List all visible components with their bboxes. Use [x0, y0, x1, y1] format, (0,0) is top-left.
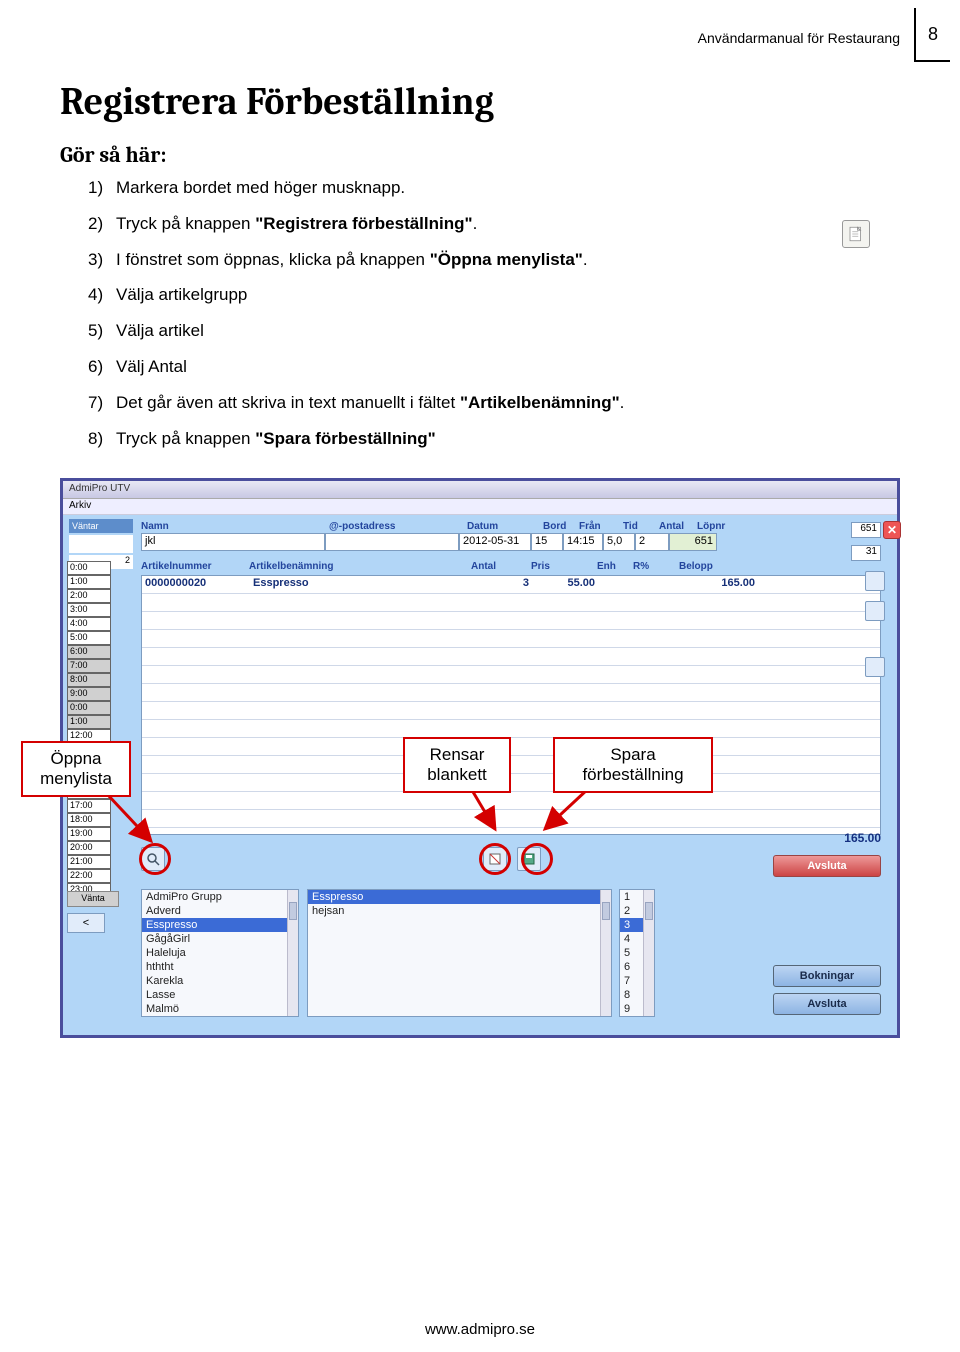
- list-item[interactable]: Lasse: [142, 988, 298, 1002]
- time-cell[interactable]: 2:00: [67, 589, 111, 603]
- step-item: 2)Tryck på knappen "Registrera förbestäl…: [88, 212, 900, 236]
- vanta-label: Vänta: [67, 891, 119, 907]
- col-gAntal: Antal: [471, 561, 531, 572]
- label-namn: Namn: [141, 521, 329, 532]
- field-fran[interactable]: 14:15: [563, 533, 603, 551]
- label-tid: Tid: [623, 521, 659, 532]
- step-item: 6)Välj Antal: [88, 355, 900, 379]
- step-item: 4)Välja artikelgrupp: [88, 283, 900, 307]
- avsluta2-button[interactable]: Avsluta: [773, 993, 881, 1015]
- list-item[interactable]: Haleluja: [142, 946, 298, 960]
- time-cell[interactable]: 0:00: [67, 561, 111, 575]
- app-menubar[interactable]: Arkiv: [63, 499, 897, 515]
- list-item[interactable]: Karekla: [142, 974, 298, 988]
- time-cell[interactable]: 5:00: [67, 631, 111, 645]
- time-cell[interactable]: 1:00: [67, 575, 111, 589]
- steps-list: 1)Markera bordet med höger musknapp. 2)Tr…: [60, 176, 900, 450]
- page-number: 8: [914, 8, 950, 62]
- time-cell[interactable]: 4:00: [67, 617, 111, 631]
- table-row[interactable]: [142, 738, 880, 756]
- table-row[interactable]: [142, 630, 880, 648]
- total-amount: 165.00: [799, 831, 881, 845]
- field-lopnr[interactable]: 651: [669, 533, 717, 551]
- step-item: 1)Markera bordet med höger musknapp.: [88, 176, 900, 200]
- note-icon: [842, 220, 870, 248]
- step-item: 3)I fönstret som öppnas, klicka på knapp…: [88, 248, 900, 272]
- list-item[interactable]: hththt: [142, 960, 298, 974]
- col-belopp: Belopp: [679, 561, 757, 572]
- rs-icon-3[interactable]: [865, 657, 885, 677]
- field-tid[interactable]: 5,0: [603, 533, 635, 551]
- step-item: 5)Välja artikel: [88, 319, 900, 343]
- col-pris: Pris: [531, 561, 597, 572]
- callout-save: Spara förbeställning: [553, 737, 713, 793]
- rs-icon-2[interactable]: [865, 601, 885, 621]
- footer-url: www.admipro.se: [0, 1321, 960, 1338]
- time-cell[interactable]: 8:00: [67, 673, 111, 687]
- callout-open-menu: Öppna menylista: [21, 741, 131, 797]
- page-subtitle: Gör så här:: [60, 142, 900, 168]
- list-item[interactable]: GågåGirl: [142, 932, 298, 946]
- avsluta-button[interactable]: Avsluta: [773, 855, 881, 877]
- list-item[interactable]: hejsan: [308, 904, 611, 918]
- rs-icon-1[interactable]: [865, 571, 885, 591]
- table-row[interactable]: [142, 648, 880, 666]
- field-bord[interactable]: 15: [531, 533, 563, 551]
- label-antal: Antal: [659, 521, 697, 532]
- time-cell[interactable]: 9:00: [67, 687, 111, 701]
- list-item[interactable]: AdmiPro Grupp: [142, 890, 298, 904]
- app-titlebar: AdmiPro UTV: [63, 481, 897, 499]
- table-row[interactable]: [142, 684, 880, 702]
- side-white: [69, 535, 133, 553]
- table-row[interactable]: 0000000020Esspresso355.00165.00: [142, 576, 880, 594]
- col-artnr: Artikelnummer: [141, 561, 249, 572]
- bokningar-button[interactable]: Bokningar: [773, 965, 881, 987]
- doc-header: Användarmanual för Restaurang: [60, 30, 900, 46]
- list-item[interactable]: Esspresso: [308, 890, 611, 904]
- app-screenshot: Öppna menylista Rensar blankett Spara fö…: [60, 478, 900, 1038]
- step-item: 7)Det går även att skriva in text manuel…: [88, 391, 900, 415]
- list-item[interactable]: Esspresso: [142, 918, 298, 932]
- qty-listbox[interactable]: 123456789: [619, 889, 655, 1017]
- label-epost: @-postadress: [329, 521, 467, 532]
- field-datum[interactable]: 2012-05-31: [459, 533, 531, 551]
- delete-x-button[interactable]: ✕: [883, 521, 901, 539]
- table-row[interactable]: [142, 702, 880, 720]
- label-fran: Från: [579, 521, 623, 532]
- collapse-button[interactable]: <: [67, 913, 105, 933]
- time-cell[interactable]: 1:00: [67, 715, 111, 729]
- label-lopnr: Löpnr: [697, 521, 749, 532]
- callout-clear: Rensar blankett: [403, 737, 511, 793]
- list-item[interactable]: Malmö: [142, 1002, 298, 1016]
- rs-box-2: 31: [851, 545, 881, 561]
- label-bord: Bord: [543, 521, 579, 532]
- field-epost[interactable]: [325, 533, 459, 551]
- group-listbox[interactable]: AdmiPro GruppAdverdEsspressoGågåGirlHale…: [141, 889, 299, 1017]
- time-cell[interactable]: 22:00: [67, 869, 111, 883]
- side-header: Väntar: [69, 519, 133, 533]
- time-cell[interactable]: 0:00: [67, 701, 111, 715]
- col-artben: Artikelbenämning: [249, 561, 471, 572]
- lopnr-box: 651: [851, 522, 881, 538]
- time-cell[interactable]: 7:00: [67, 659, 111, 673]
- field-antal[interactable]: 2: [635, 533, 669, 551]
- time-cell[interactable]: 6:00: [67, 645, 111, 659]
- field-namn[interactable]: jkl: [141, 533, 325, 551]
- table-row[interactable]: [142, 612, 880, 630]
- table-row[interactable]: [142, 594, 880, 612]
- list-item[interactable]: Adverd: [142, 904, 298, 918]
- table-row[interactable]: [142, 720, 880, 738]
- table-row[interactable]: [142, 666, 880, 684]
- step-item: 8)Tryck på knappen "Spara förbeställning…: [88, 427, 900, 451]
- col-r: R%: [633, 561, 679, 572]
- time-cell[interactable]: 3:00: [67, 603, 111, 617]
- label-datum: Datum: [467, 521, 543, 532]
- page-title: Registrera Förbeställning: [60, 80, 900, 124]
- article-listbox[interactable]: Esspressohejsan: [307, 889, 612, 1017]
- col-enh: Enh: [597, 561, 633, 572]
